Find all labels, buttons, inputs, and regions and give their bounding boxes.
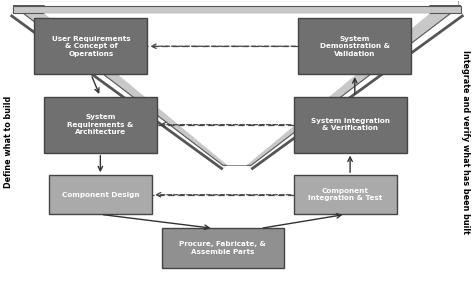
Text: System Integration
& Verification: System Integration & Verification bbox=[310, 118, 390, 131]
Text: System
Requirements &
Architecture: System Requirements & Architecture bbox=[67, 114, 134, 135]
Text: Integrate and verify what has been built: Integrate and verify what has been built bbox=[461, 50, 470, 233]
FancyBboxPatch shape bbox=[162, 228, 284, 268]
FancyBboxPatch shape bbox=[293, 175, 397, 214]
FancyBboxPatch shape bbox=[293, 97, 407, 153]
Text: Component Design: Component Design bbox=[62, 192, 139, 198]
Polygon shape bbox=[13, 6, 461, 13]
FancyBboxPatch shape bbox=[44, 97, 157, 153]
Text: Procure, Fabricate, &
Assemble Parts: Procure, Fabricate, & Assemble Parts bbox=[180, 241, 266, 255]
Text: Component
Integration & Test: Component Integration & Test bbox=[308, 188, 383, 201]
Text: System
Demonstration &
Validation: System Demonstration & Validation bbox=[320, 36, 390, 57]
FancyBboxPatch shape bbox=[48, 175, 152, 214]
FancyBboxPatch shape bbox=[35, 18, 147, 74]
Polygon shape bbox=[228, 6, 461, 165]
Text: Define what to build: Define what to build bbox=[4, 95, 13, 188]
Text: User Requirements
& Concept of
Operations: User Requirements & Concept of Operation… bbox=[52, 36, 130, 57]
FancyBboxPatch shape bbox=[298, 18, 411, 74]
Polygon shape bbox=[13, 6, 246, 165]
Polygon shape bbox=[44, 13, 430, 165]
